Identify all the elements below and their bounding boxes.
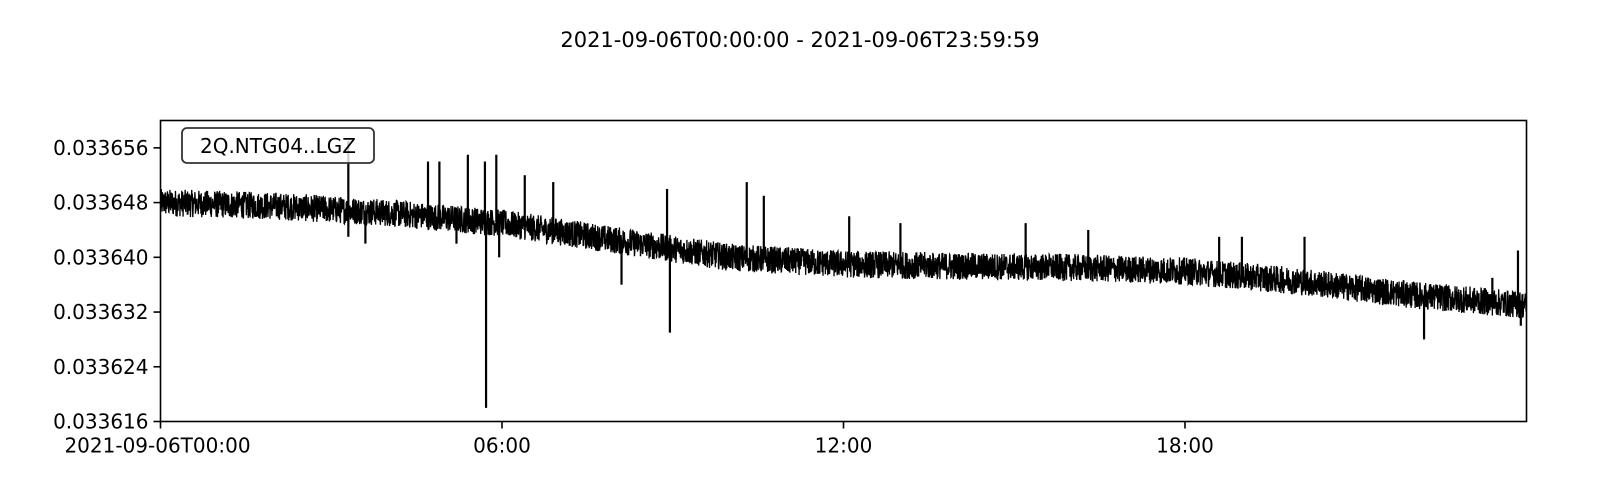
x-tick-label: 06:00	[473, 434, 531, 458]
y-tick-label: 0.033656	[53, 136, 148, 160]
station-label: 2Q.NTG04..LGZ	[200, 134, 356, 158]
x-axis: 2021-09-06T00:00 06:00 12:00 18:00	[64, 421, 1214, 458]
y-tick-label: 0.033624	[53, 355, 148, 379]
y-tick-label: 0.033648	[53, 191, 148, 215]
y-tick-label: 0.033632	[53, 300, 148, 324]
x-tick-label: 12:00	[815, 434, 873, 458]
station-legend: 2Q.NTG04..LGZ	[181, 127, 375, 164]
station-legend-box	[181, 127, 375, 164]
chart-title: 2021-09-06T00:00:00 - 2021-09-06T23:59:5…	[560, 28, 1039, 52]
y-axis: 0.033616 0.033624 0.033632 0.033640 0.033648…	[53, 136, 161, 434]
x-tick-label: 2021-09-06T00:00	[64, 434, 250, 458]
x-tick-label: 18:00	[1156, 434, 1214, 458]
y-tick-label: 0.033640	[53, 245, 148, 269]
plot-area	[160, 141, 1527, 408]
trace-line	[160, 189, 1527, 319]
plot-frame	[159, 119, 1528, 423]
y-tick-label: 0.033616	[53, 410, 148, 434]
